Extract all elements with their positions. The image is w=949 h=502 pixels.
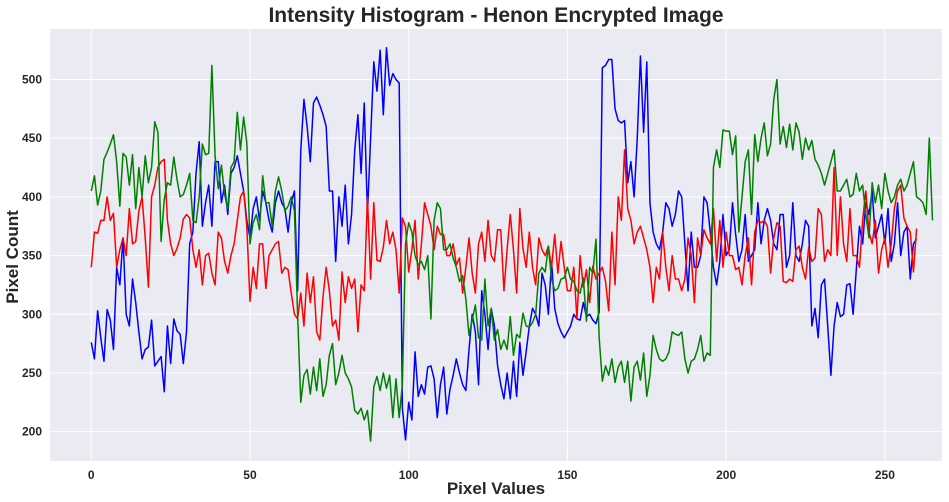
green-series-line xyxy=(90,64,934,442)
x-tick-label: 0 xyxy=(88,468,95,482)
y-tick-label: 500 xyxy=(22,72,42,86)
x-tick-label: 200 xyxy=(716,468,736,482)
x-tick-label: 100 xyxy=(399,468,419,482)
y-tick-label: 250 xyxy=(22,366,42,380)
chart-title: Intensity Histogram - Henon Encrypted Im… xyxy=(268,4,723,27)
y-tick-label: 200 xyxy=(22,425,42,439)
red-series-line xyxy=(90,149,918,341)
y-tick-label: 300 xyxy=(22,307,42,321)
y-tick-label: 400 xyxy=(22,190,42,204)
x-tick-label: 50 xyxy=(243,468,257,482)
y-tick-label: 450 xyxy=(22,131,42,145)
gridlines xyxy=(50,29,942,461)
x-tick-labels: 0 50 100 150 200 250 xyxy=(88,468,895,482)
x-tick-label: 250 xyxy=(875,468,895,482)
y-tick-label: 350 xyxy=(22,249,42,263)
x-tick-label: 150 xyxy=(557,468,577,482)
y-axis-label: Pixel Count xyxy=(3,210,22,304)
series-lines xyxy=(90,47,934,442)
x-axis-label: Pixel Values xyxy=(447,479,545,498)
y-tick-labels: 200 250 300 350 400 450 500 xyxy=(22,72,42,438)
